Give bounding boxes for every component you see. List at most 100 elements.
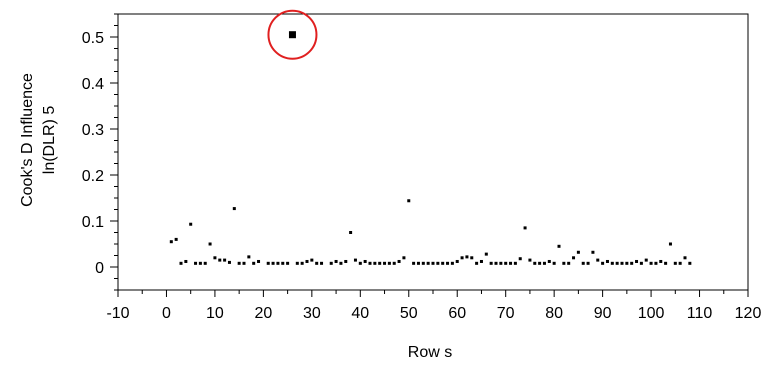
data-point [194, 261, 198, 265]
data-point [475, 261, 479, 265]
outlier-circle [267, 9, 318, 60]
data-point [610, 261, 614, 265]
x-tick-label: 10 [206, 305, 224, 322]
x-tick-label: 90 [594, 305, 612, 322]
data-point [421, 261, 425, 265]
data-point [242, 261, 246, 265]
data-point [654, 261, 658, 265]
data-point [441, 261, 445, 265]
data-point [426, 261, 430, 265]
data-point [605, 259, 609, 263]
data-point [397, 259, 401, 263]
data-point [523, 226, 527, 230]
x-tick-label: 20 [254, 305, 272, 322]
x-tick-label: 100 [638, 305, 665, 322]
data-points [169, 31, 692, 265]
y-tick-label: 0.2 [82, 168, 104, 185]
data-point [499, 261, 503, 265]
data-point [358, 261, 362, 265]
outlier-highlight [267, 9, 318, 60]
data-point [504, 261, 508, 265]
data-point [552, 261, 556, 265]
data-point [494, 261, 498, 265]
data-point [678, 261, 682, 265]
data-point [281, 261, 285, 265]
data-point [169, 240, 173, 244]
data-point [387, 261, 391, 265]
data-point [673, 261, 677, 265]
data-point [295, 261, 299, 265]
x-tick-label: 30 [303, 305, 321, 322]
data-point [581, 261, 585, 265]
data-point [392, 261, 396, 265]
data-point [644, 258, 648, 262]
x-axis-title: Row s [408, 344, 452, 361]
data-point [431, 261, 435, 265]
x-tick-label: 120 [735, 305, 762, 322]
y-tick-label: 0.4 [82, 76, 104, 93]
plot-border [117, 13, 749, 291]
data-point [596, 258, 600, 262]
data-point [339, 261, 343, 265]
data-point [402, 256, 406, 260]
data-point [470, 256, 474, 260]
data-point [489, 261, 493, 265]
data-point [450, 261, 454, 265]
data-point [198, 261, 202, 265]
x-tick-label: 80 [545, 305, 563, 322]
data-point [591, 250, 595, 254]
data-point [518, 257, 522, 261]
data-point [334, 259, 338, 263]
data-point [184, 259, 188, 263]
data-point [213, 256, 217, 260]
data-point [407, 199, 411, 203]
data-point [223, 258, 227, 262]
data-point [363, 259, 367, 263]
data-point [513, 261, 517, 265]
data-point [378, 261, 382, 265]
data-point [635, 259, 639, 263]
data-point [436, 261, 440, 265]
data-point [349, 231, 353, 234]
data-point [630, 261, 634, 265]
data-point [562, 261, 566, 265]
y-axis-ticks: 0 0.1 0.2 0.3 0.4 0.5 [82, 13, 118, 291]
data-point [533, 261, 537, 265]
data-point [286, 261, 290, 265]
data-point [601, 261, 605, 265]
data-point [227, 260, 231, 264]
data-point [266, 261, 270, 265]
data-point [649, 261, 653, 265]
data-point [252, 261, 256, 265]
data-point [373, 261, 377, 265]
data-point [668, 242, 672, 246]
y-tick-label: 0 [95, 260, 104, 277]
data-point [189, 222, 193, 226]
data-point [567, 261, 571, 265]
data-point [683, 256, 687, 260]
outlier-point [288, 31, 296, 39]
x-tick-label: 110 [687, 305, 713, 322]
data-point [538, 261, 542, 265]
data-point [305, 259, 309, 263]
data-point [247, 255, 251, 259]
data-point [329, 261, 333, 265]
x-axis-ticks: -10 0 10 20 30 40 50 60 70 80 90 100 110 120 [106, 290, 761, 322]
data-point [528, 258, 532, 262]
data-point [257, 259, 261, 263]
data-point [237, 261, 241, 265]
y-tick-label: 0.3 [82, 122, 104, 139]
data-point [659, 259, 663, 263]
data-point [232, 207, 236, 211]
data-point [416, 261, 420, 265]
data-point [271, 261, 275, 265]
data-point [576, 250, 580, 254]
data-point [203, 261, 207, 265]
data-point [460, 256, 464, 260]
data-point [465, 255, 469, 259]
data-point [479, 259, 483, 263]
data-point [344, 259, 348, 263]
data-point [509, 261, 513, 265]
x-tick-label: 0 [162, 305, 171, 322]
